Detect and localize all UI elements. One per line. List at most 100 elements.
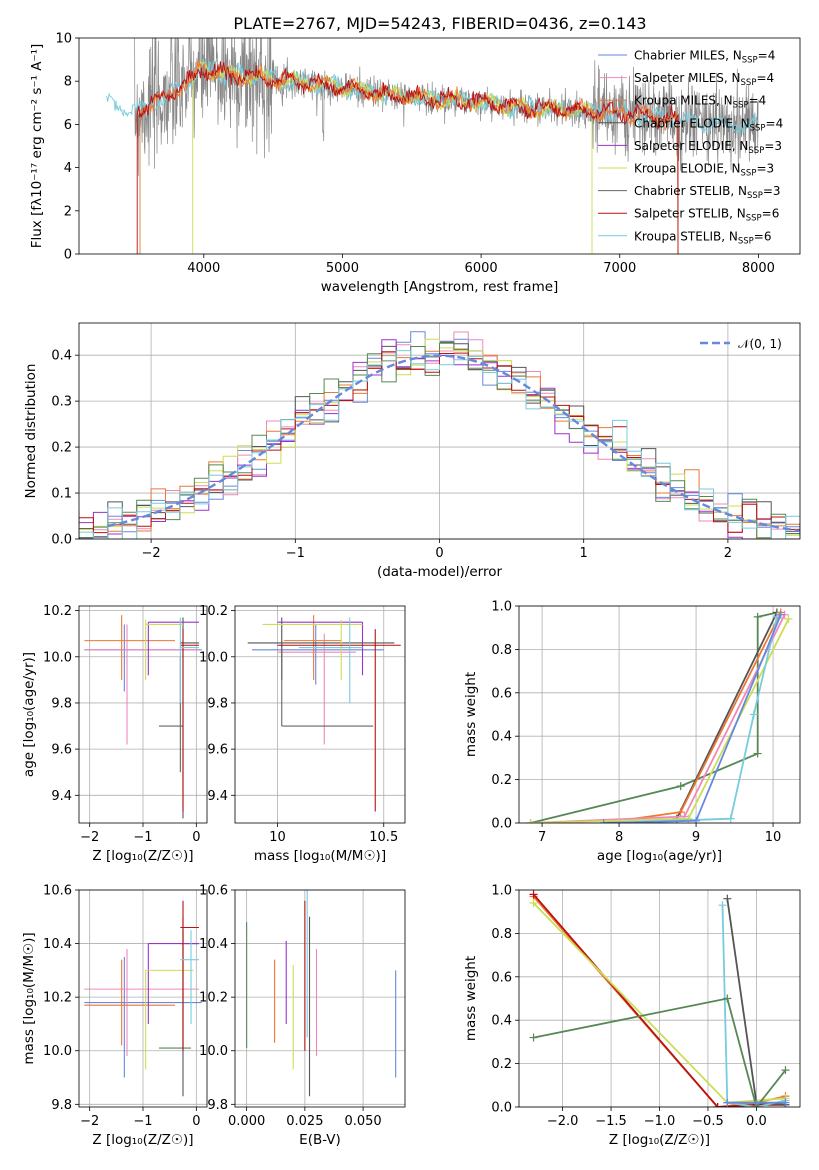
weight-marker xyxy=(529,899,538,908)
age_vs_Z-xlabel: Z [log₁₀(Z/Z☉)] xyxy=(92,848,193,864)
x-tick-label: 2 xyxy=(724,546,732,561)
y-tick-label: 0.6 xyxy=(491,686,512,701)
residuals-axes: −2 −1 0 1 2 0.0 0.1 0.2 0.3 0.4 (data-model)/error… xyxy=(23,323,800,580)
x-tick-label: 8 xyxy=(615,830,623,845)
cumweight_vs_age-lines xyxy=(526,608,793,823)
y-tick-label: 10.0 xyxy=(43,650,72,665)
x-tick-label: 10 xyxy=(765,830,782,845)
cumweight_vs_Z-ylabel: mass weight xyxy=(463,956,479,1041)
y-tick-label: 6 xyxy=(64,118,72,133)
spectrum-legend: Chabrier MILES, NSSP=4 Salpeter MILES, NS… xyxy=(598,49,783,246)
weight-marker xyxy=(676,808,685,817)
weight-line xyxy=(675,612,778,820)
y-tick-label: 0.0 xyxy=(51,533,72,548)
y-tick-label: 10.2 xyxy=(43,991,72,1006)
spectrum-lines xyxy=(106,38,759,254)
weight-marker xyxy=(692,816,701,823)
y-tick-label: 0 xyxy=(64,248,72,263)
x-tick-label: 0 xyxy=(192,1114,200,1129)
y-tick-label: 10.0 xyxy=(199,650,228,665)
y-tick-label: 9.8 xyxy=(51,1098,72,1113)
legend-entry: Chabrier MILES, NSSP=4 xyxy=(634,49,775,66)
residuals-frame xyxy=(78,322,801,540)
mass_vs_EBV-xlabel: E(B-V) xyxy=(299,1132,341,1148)
weight-marker xyxy=(599,819,608,823)
age_vs_Z-axes: −2 −1 0 9.4 9.6 9.8 10.0 10.2 Z [log₁₀(Z/Z☉)] age… xyxy=(21,604,207,864)
legend-entry: Chabrier STELIB, NSSP=3 xyxy=(634,184,781,201)
weight-marker xyxy=(723,894,732,903)
age_vs_Z-frame xyxy=(78,605,208,824)
y-tick-label: 0.2 xyxy=(491,1057,512,1072)
y-tick-label: 10.6 xyxy=(43,884,72,899)
weight-marker xyxy=(723,994,732,1003)
weight-marker xyxy=(784,615,793,624)
weight-line xyxy=(721,905,786,1107)
y-tick-label: 4 xyxy=(64,161,72,176)
mass_vs_EBV-frame xyxy=(234,889,406,1108)
y-tick-label: 9.8 xyxy=(207,1098,228,1113)
weight-marker xyxy=(726,814,735,823)
y-tick-label: 10.2 xyxy=(43,604,72,619)
y-tick-label: 0.4 xyxy=(491,730,512,745)
y-tick-label: 0.0 xyxy=(491,817,512,832)
y-tick-label: 1.0 xyxy=(491,884,512,899)
spectrum-ylabel: Flux [fλ10⁻¹⁷ erg cm⁻² s⁻¹ A⁻¹] xyxy=(29,44,45,249)
y-tick-label: 8 xyxy=(64,75,72,90)
y-tick-label: 9.8 xyxy=(51,696,72,711)
normal-curve xyxy=(107,354,800,533)
y-tick-label: 0.4 xyxy=(491,1014,512,1029)
x-tick-label: 0.025 xyxy=(286,1114,323,1129)
x-tick-label: −1 xyxy=(133,830,152,845)
age_vs_Z-ylabel: age [log₁₀(age/yr)] xyxy=(21,652,37,777)
age_vs_Z-points xyxy=(84,615,202,819)
x-tick-label: 0 xyxy=(435,546,443,561)
x-tick-label: 0.0 xyxy=(746,1114,767,1129)
weight-marker xyxy=(718,901,727,910)
y-tick-label: 0.4 xyxy=(51,349,72,364)
mass_vs_Z-axes: −2 −1 0 9.8 10.0 10.2 10.4 10.6 Z [log₁₀(Z/Z☉)] m… xyxy=(21,884,207,1148)
x-tick-label: −2.0 xyxy=(547,1114,579,1129)
residuals-ylabel: Normed distribution xyxy=(23,364,39,499)
weight-marker xyxy=(753,749,762,758)
cumweight_vs_age-xlabel: age [log₁₀(age/yr)] xyxy=(597,848,722,864)
cumweight_vs_Z-frame xyxy=(518,889,801,1108)
x-tick-label: −0.5 xyxy=(692,1114,724,1129)
x-tick-label: 4000 xyxy=(187,261,220,276)
weight-marker xyxy=(529,1033,538,1042)
y-tick-label: 0.8 xyxy=(491,643,512,658)
y-tick-label: 10.2 xyxy=(199,604,228,619)
mass_vs_Z-points xyxy=(84,900,202,1097)
age_vs_mass-axes: 10 10.5 9.4 9.6 9.8 10.0 10.2 mass [log₁₀(M/M☉)… xyxy=(199,604,405,864)
x-tick-label: −2 xyxy=(80,830,99,845)
data-spectrum xyxy=(134,38,759,176)
weight-marker xyxy=(676,782,685,791)
mass_vs_EBV-axes: 0.000 0.025 0.050 9.8 10.0 10.2 10.4 10.6 E(B-V) xyxy=(199,884,405,1148)
weight-marker xyxy=(723,1098,732,1107)
x-tick-label: −2 xyxy=(80,1114,99,1129)
y-tick-label: 9.4 xyxy=(207,789,228,804)
residual-histograms xyxy=(79,331,800,539)
y-tick-label: 9.8 xyxy=(207,696,228,711)
weight-marker xyxy=(781,1098,790,1107)
y-tick-label: 9.6 xyxy=(51,743,72,758)
weight-marker xyxy=(781,1066,790,1075)
y-tick-label: 0.3 xyxy=(51,395,72,410)
age_vs_mass-xlabel: mass [log₁₀(M/M☉)] xyxy=(254,848,386,864)
x-tick-label: −2 xyxy=(142,546,161,561)
x-tick-label: 6000 xyxy=(465,261,498,276)
y-tick-label: 10.0 xyxy=(43,1044,72,1059)
weight-marker xyxy=(526,819,535,823)
y-tick-label: 10.0 xyxy=(199,1044,228,1059)
x-tick-label: 0.000 xyxy=(228,1114,265,1129)
y-tick-label: 9.6 xyxy=(207,743,228,758)
legend-entry: Chabrier ELODIE, NSSP=4 xyxy=(634,116,783,133)
x-tick-label: 0.050 xyxy=(344,1114,381,1129)
cumweight_vs_age-frame xyxy=(518,605,801,824)
x-tick-label: 10 xyxy=(269,830,286,845)
histogram-series xyxy=(79,350,800,539)
x-tick-label: 7 xyxy=(538,830,546,845)
legend-entry: Salpeter STELIB, NSSP=6 xyxy=(634,207,779,224)
legend-entry: Salpeter MILES, NSSP=4 xyxy=(634,71,774,88)
x-tick-label: −1.0 xyxy=(644,1114,676,1129)
